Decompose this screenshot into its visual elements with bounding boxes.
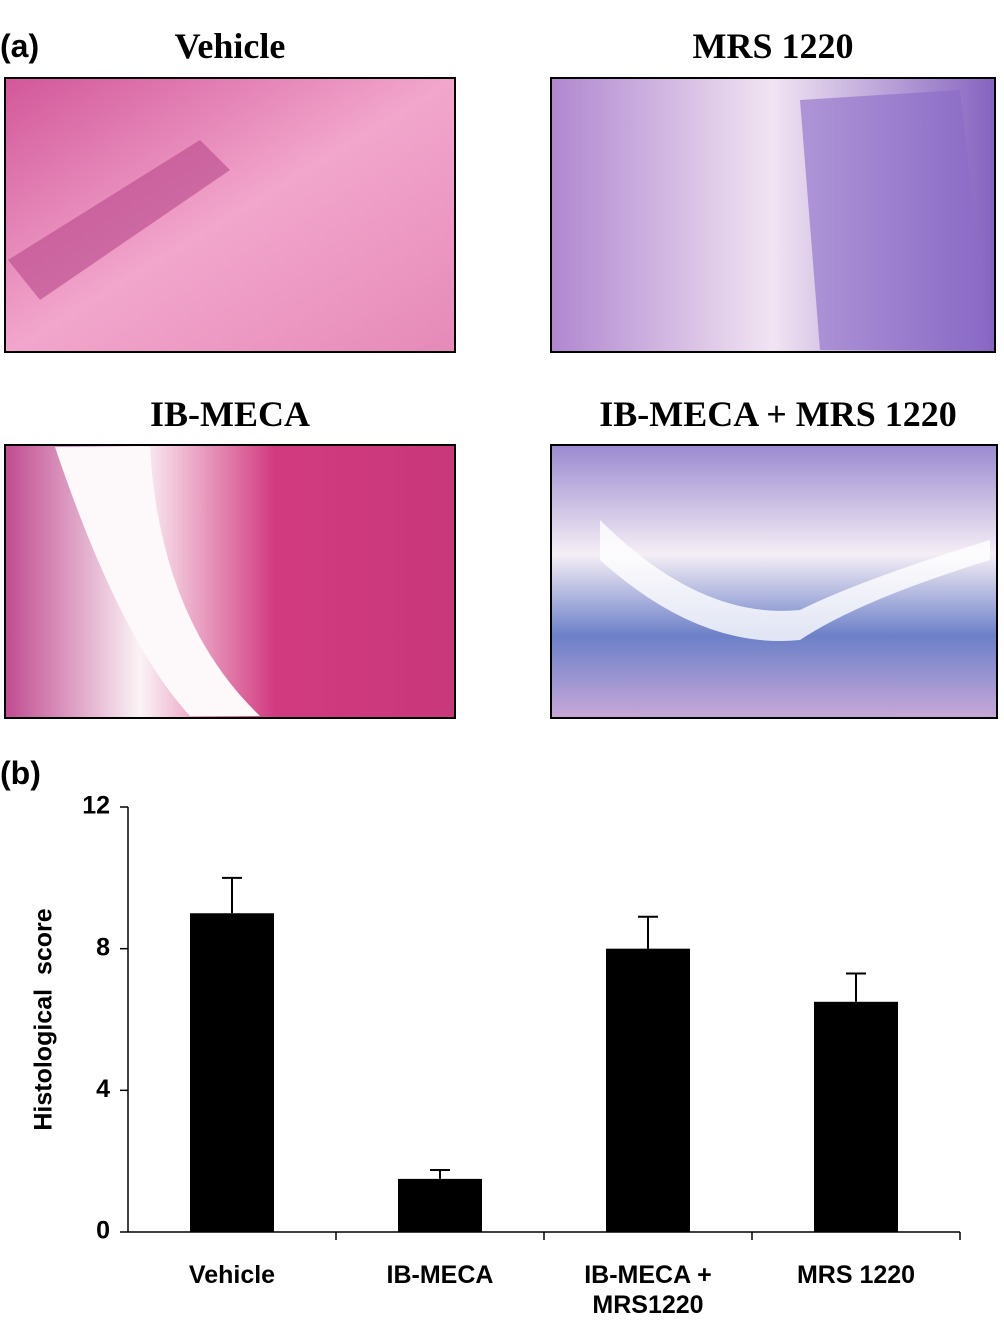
panel-label: (b) <box>0 755 41 791</box>
image-detail <box>800 90 990 350</box>
x-tick-label: MRS 1220 <box>796 1261 916 1289</box>
image-vehicle <box>4 77 456 353</box>
image-title: MRS 1220 <box>692 26 854 66</box>
bar <box>190 913 274 1232</box>
image-title: IB-MECA <box>150 394 310 434</box>
image-detail <box>8 140 230 300</box>
bar <box>814 1001 898 1232</box>
x-tick-label: Vehicle <box>188 1261 276 1289</box>
y-tick-label: 0 <box>96 1217 110 1245</box>
x-tick-label: IB-MECA <box>386 1261 494 1289</box>
image-detail <box>600 520 990 641</box>
y-tick-label: 4 <box>96 1075 110 1103</box>
image-combo <box>550 444 998 719</box>
image-title: Vehicle <box>174 26 286 66</box>
image-detail <box>55 447 260 716</box>
histology-images <box>4 77 998 719</box>
image-title: IB-MECA + MRS 1220 <box>599 394 957 434</box>
x-tick-label: IB-MECA + MRS1220 <box>584 1261 712 1319</box>
y-tick-label: 8 <box>96 933 110 961</box>
bar <box>606 948 690 1232</box>
y-axis-label: Histological score <box>30 908 58 1130</box>
bar <box>398 1178 482 1232</box>
y-tick-label: 12 <box>82 792 110 820</box>
panel-label: (a) <box>0 28 40 64</box>
